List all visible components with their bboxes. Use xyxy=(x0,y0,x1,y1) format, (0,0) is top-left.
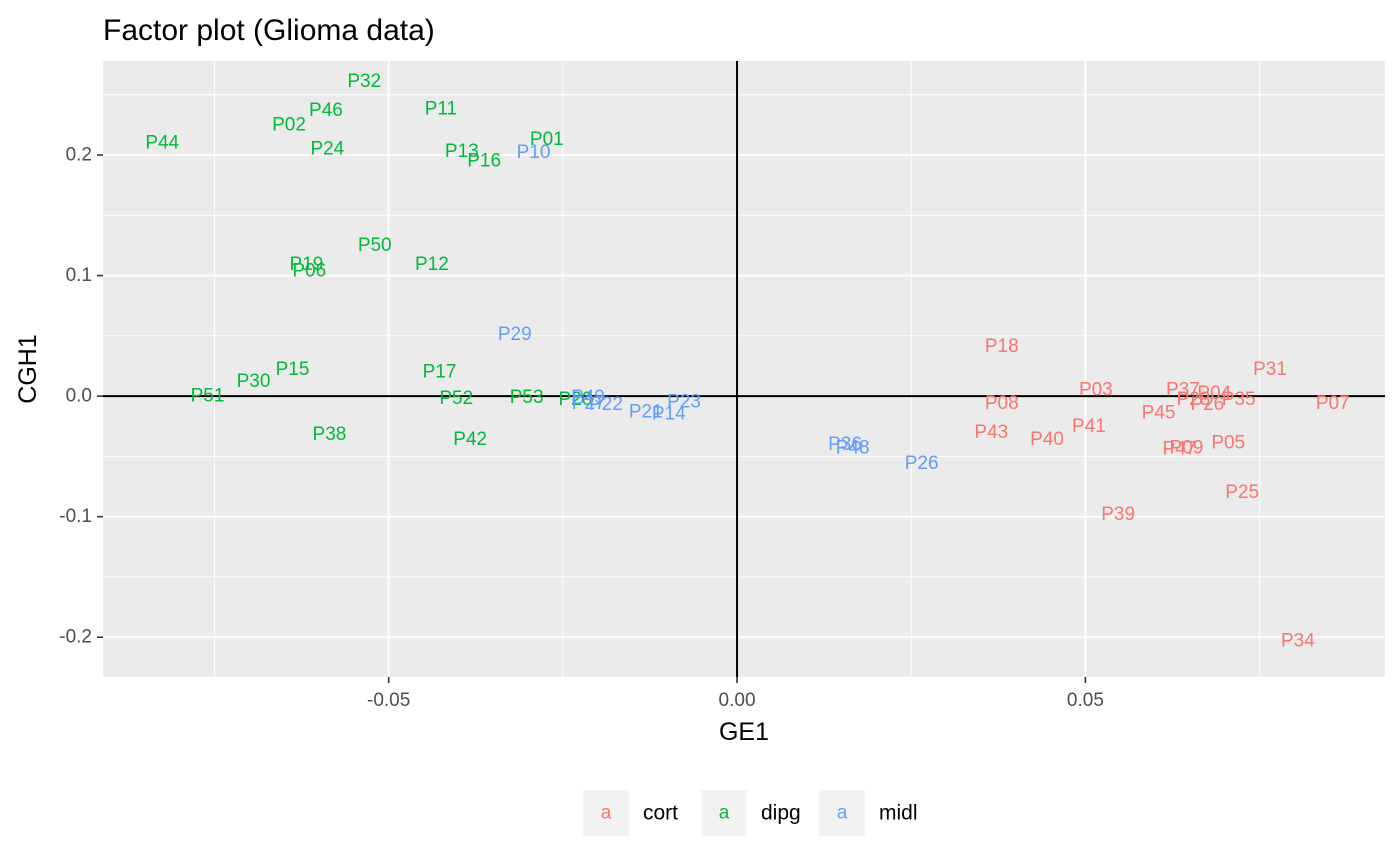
point-label-cort: P34 xyxy=(1281,630,1315,651)
legend-key xyxy=(819,790,865,836)
point-label-cort: P47 xyxy=(1163,439,1197,460)
point-label-midl: P23 xyxy=(667,392,701,413)
point-label-dipg: P24 xyxy=(310,139,344,160)
x-tick-label: -0.05 xyxy=(367,690,410,711)
legend-label: midl xyxy=(879,802,918,825)
point-label-midl: P49 xyxy=(571,387,605,408)
point-label-midl: P29 xyxy=(498,324,532,345)
point-label-dipg: P52 xyxy=(439,388,473,409)
point-label-cort: P18 xyxy=(985,336,1019,357)
point-label-dipg: P06 xyxy=(292,260,326,281)
point-label-midl: P36 xyxy=(828,434,862,455)
point-label-dipg: P46 xyxy=(309,100,343,121)
legend-key xyxy=(583,790,629,836)
y-axis-title: CGH1 xyxy=(14,334,42,403)
point-label-cort: P39 xyxy=(1101,504,1135,525)
point-label-dipg: P44 xyxy=(145,132,179,153)
point-label-cort: P05 xyxy=(1211,433,1245,454)
legend-item-cort: a cort xyxy=(583,790,678,836)
point-label-dipg: P32 xyxy=(347,71,381,92)
point-label-cort: P03 xyxy=(1079,380,1113,401)
point-label-cort: P07 xyxy=(1316,393,1350,414)
legend-item-dipg: a dipg xyxy=(701,790,801,836)
point-label-cort: P04 xyxy=(1197,383,1231,404)
point-label-midl: P22 xyxy=(589,394,623,415)
point-label-cort: P25 xyxy=(1225,482,1259,503)
point-label-dipg: P42 xyxy=(453,429,487,450)
point-label-dipg: P38 xyxy=(313,424,347,445)
legend-key xyxy=(701,790,747,836)
point-label-cort: P45 xyxy=(1142,403,1176,424)
legend: a cort a dipg a midl xyxy=(583,790,918,836)
point-label-dipg: P13 xyxy=(445,141,479,162)
point-label-dipg: P20 xyxy=(558,389,592,410)
reference-lines xyxy=(103,61,1385,677)
point-label-cort: P41 xyxy=(1072,416,1106,437)
point-label-dipg: P19 xyxy=(290,254,324,275)
point-label-midl: P10 xyxy=(517,142,551,163)
point-label-cort: P26 xyxy=(1190,394,1224,415)
point-label-dipg: P53 xyxy=(510,387,544,408)
y-tick-label: 0.1 xyxy=(66,265,92,286)
point-label-dipg: P16 xyxy=(467,151,501,172)
point-label-cort: P08 xyxy=(985,393,1019,414)
point-label-cort: P28 xyxy=(1176,389,1210,410)
y-tick-label: 0.2 xyxy=(66,145,92,166)
point-label-cort: P31 xyxy=(1253,359,1287,380)
point-label-dipg: P12 xyxy=(415,254,449,275)
point-label-midl: P21 xyxy=(629,401,663,422)
point-label-midl: P48 xyxy=(836,437,870,458)
point-label-dipg: P17 xyxy=(423,362,457,383)
y-tick-label: -0.2 xyxy=(59,627,92,648)
y-tick-label: 0.0 xyxy=(66,386,92,407)
y-axis-ticks: -0.2 -0.1 0.0 0.1 0.2 xyxy=(59,145,103,648)
point-label-cort: P35 xyxy=(1222,389,1256,410)
point-label-dipg: P02 xyxy=(272,114,306,135)
legend-item-midl: a midl xyxy=(819,790,918,836)
legend-key-glyph: a xyxy=(837,803,848,824)
point-label-dipg: P51 xyxy=(191,386,225,407)
x-axis-title: GE1 xyxy=(719,718,769,746)
x-tick-label: 0.05 xyxy=(1067,690,1104,711)
legend-label: dipg xyxy=(761,802,801,825)
plot-panel xyxy=(103,61,1385,677)
point-label-midl: P26 xyxy=(905,453,939,474)
point-label-dipg: P01 xyxy=(530,129,564,150)
point-label-cort: P43 xyxy=(974,422,1008,443)
legend-label: cort xyxy=(643,802,678,825)
point-label-dipg: P15 xyxy=(276,359,310,380)
legend-key-glyph: a xyxy=(601,803,612,824)
point-label-cort: P40 xyxy=(1030,429,1064,450)
point-label-midl: P14 xyxy=(652,404,686,425)
point-label-dipg: P11 xyxy=(425,99,457,120)
chart-title: Factor plot (Glioma data) xyxy=(103,14,435,47)
legend-key-glyph: a xyxy=(719,803,730,824)
y-tick-label: -0.1 xyxy=(59,506,92,527)
point-label-cort: P09 xyxy=(1170,437,1204,458)
point-label-midl: P27 xyxy=(572,393,606,414)
point-label-dipg: P30 xyxy=(237,371,271,392)
point-label-cort: P37 xyxy=(1166,380,1200,401)
x-axis-ticks: -0.05 0.00 0.05 xyxy=(367,677,1104,711)
point-label-dipg: P50 xyxy=(358,235,392,256)
x-tick-label: 0.00 xyxy=(719,690,756,711)
